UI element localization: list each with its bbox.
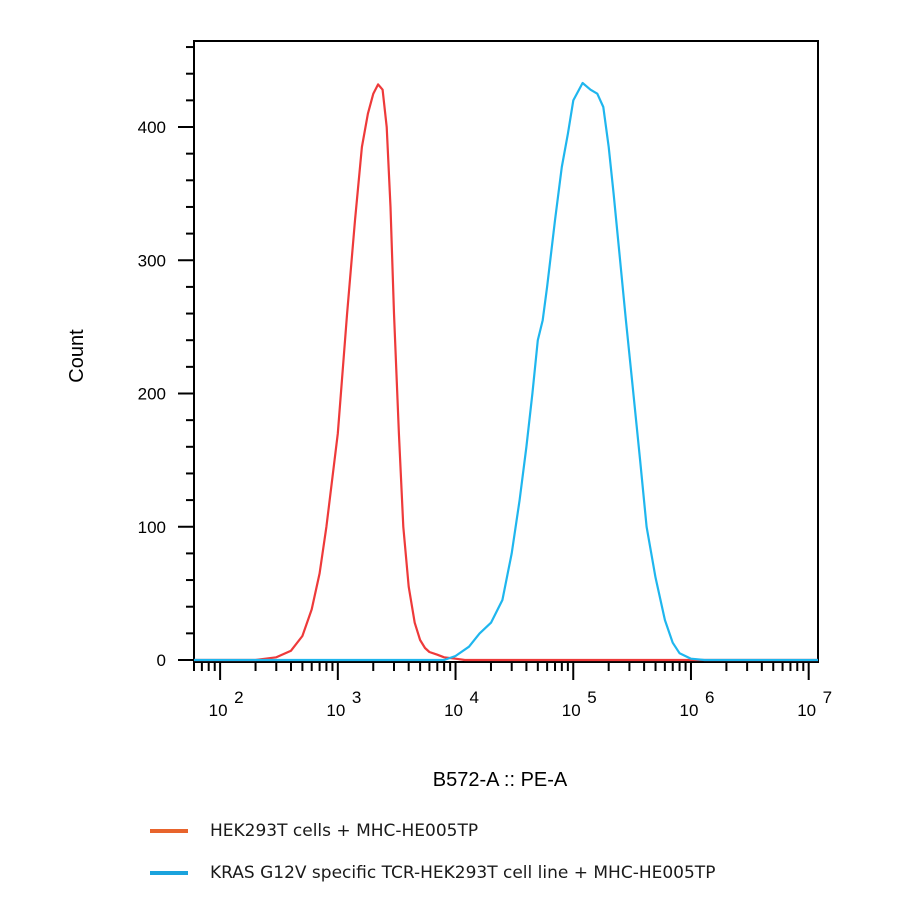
y-tick-label: 300 — [138, 251, 166, 270]
legend-swatch-red — [150, 829, 188, 833]
y-axis-title: Count — [66, 329, 88, 383]
x-tick-exponent: 2 — [234, 688, 243, 707]
x-tick-label: 10 — [444, 701, 463, 720]
legend-label-kras: KRAS G12V specific TCR-HEK293T cell line… — [210, 863, 716, 883]
x-tick-label: 10 — [562, 701, 581, 720]
x-axis-title: B572-A :: PE-A — [433, 769, 568, 791]
histogram-chart: 0 100 200 300 400 10 2 10 3 10 4 10 5 10 6 10 7 Count B… — [66, 40, 832, 791]
legend-swatch-blue — [150, 871, 188, 875]
x-tick-exponent: 6 — [705, 688, 714, 707]
legend-label-hek293t: HEK293T cells + MHC-HE005TP — [210, 821, 479, 841]
x-tick-exponent: 7 — [823, 688, 832, 707]
series-line-kras — [194, 81, 818, 662]
series-layer — [194, 81, 818, 662]
x-tick-label: 10 — [797, 701, 816, 720]
x-tick-label: 10 — [680, 701, 699, 720]
plot-frame — [193, 40, 819, 663]
series-line-hek293t — [194, 83, 818, 662]
y-axis: 0 100 200 300 400 — [138, 46, 194, 670]
x-tick-label: 10 — [326, 701, 345, 720]
y-tick-label: 0 — [157, 651, 166, 670]
x-tick-exponent: 5 — [587, 688, 596, 707]
y-tick-label: 200 — [138, 385, 166, 404]
legend-item-kras: KRAS G12V specific TCR-HEK293T cell line… — [150, 862, 715, 884]
y-tick-label: 400 — [138, 118, 166, 137]
legend: HEK293T cells + MHC-HE005TP KRAS G12V sp… — [150, 820, 715, 904]
x-axis: 10 2 10 3 10 4 10 5 10 6 10 7 — [193, 662, 832, 720]
x-tick-exponent: 4 — [470, 688, 479, 707]
legend-item-hek293t: HEK293T cells + MHC-HE005TP — [150, 820, 715, 842]
x-tick-exponent: 3 — [352, 688, 361, 707]
x-tick-label: 10 — [209, 701, 228, 720]
y-tick-label: 100 — [138, 518, 166, 537]
